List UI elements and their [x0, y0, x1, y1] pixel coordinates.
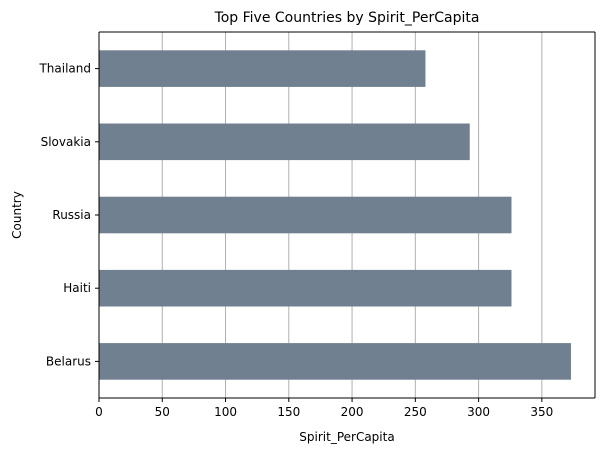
x-axis-label: Spirit_PerCapita — [299, 430, 394, 444]
y-tick-label-russia: Russia — [52, 208, 91, 222]
ticks: 0 50 100 150 200 250 300 350 Thailand Slovakia Rus… — [38, 62, 553, 419]
chart-title: Top Five Countries by Spirit_PerCapita — [214, 10, 480, 26]
bar-belarus — [99, 343, 571, 380]
y-tick-label-slovakia: Slovakia — [41, 135, 91, 149]
x-tick-label-150: 150 — [277, 405, 300, 419]
y-tick-label-thailand: Thailand — [38, 62, 91, 76]
x-tick-label-200: 200 — [341, 405, 364, 419]
x-tick-label-250: 250 — [404, 405, 427, 419]
y-tick-label-haiti: Haiti — [63, 281, 91, 295]
bar-russia — [99, 196, 512, 234]
x-tick-label-50: 50 — [155, 405, 170, 419]
bars — [99, 50, 571, 380]
x-tick-label-100: 100 — [214, 405, 237, 419]
x-tick-label-350: 350 — [530, 405, 553, 419]
x-tick-label-0: 0 — [95, 405, 103, 419]
y-tick-label-belarus: Belarus — [46, 354, 91, 368]
y-axis-label: Country — [10, 191, 24, 239]
bar-slovakia — [99, 123, 470, 161]
bar-haiti — [99, 269, 512, 307]
x-tick-label-300: 300 — [467, 405, 490, 419]
bar-thailand — [99, 50, 426, 87]
